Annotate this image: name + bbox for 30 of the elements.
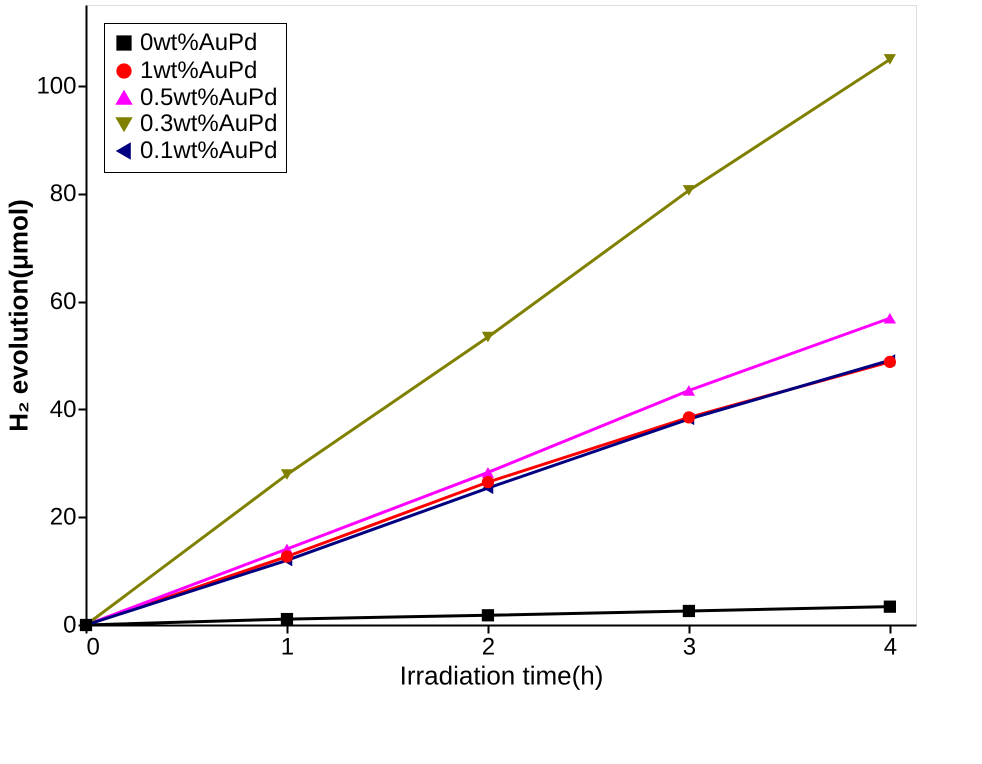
legend-label: 1wt%AuPd — [140, 57, 258, 84]
y-tick-label: 100 — [36, 72, 76, 100]
y-axis-title: H₂ evolution(μmol) — [3, 199, 34, 432]
y-tick-label: 60 — [50, 288, 76, 316]
y-tick-label: 40 — [50, 396, 76, 423]
point — [884, 600, 896, 613]
x-tick-label: 3 — [682, 634, 696, 660]
x-tick-label: 0 — [86, 634, 100, 660]
y-tick-label: 80 — [50, 180, 76, 208]
legend-label: 0.3wt%AuPd — [140, 110, 278, 137]
point — [682, 604, 696, 618]
point — [482, 332, 494, 342]
point — [884, 54, 896, 65]
point — [482, 609, 494, 622]
point — [280, 469, 294, 480]
point — [482, 476, 494, 488]
point — [682, 385, 696, 396]
x-tick-label: 1 — [280, 634, 294, 660]
point — [280, 550, 294, 563]
legend-label: 0.5wt%AuPd — [140, 84, 278, 111]
x-tick-label: 4 — [884, 634, 898, 660]
point — [280, 612, 294, 626]
legend-label: 0.1wt%AuPd — [140, 137, 278, 164]
point — [884, 312, 896, 324]
point — [682, 185, 696, 196]
legend-label: 0wt%AuPd — [140, 29, 258, 56]
y-tick-label: 0 — [63, 612, 76, 638]
x-axis-title: Irradiation time(h) — [400, 660, 604, 690]
x-tick-label: 2 — [482, 634, 496, 660]
y-tick-label: 20 — [50, 504, 76, 531]
